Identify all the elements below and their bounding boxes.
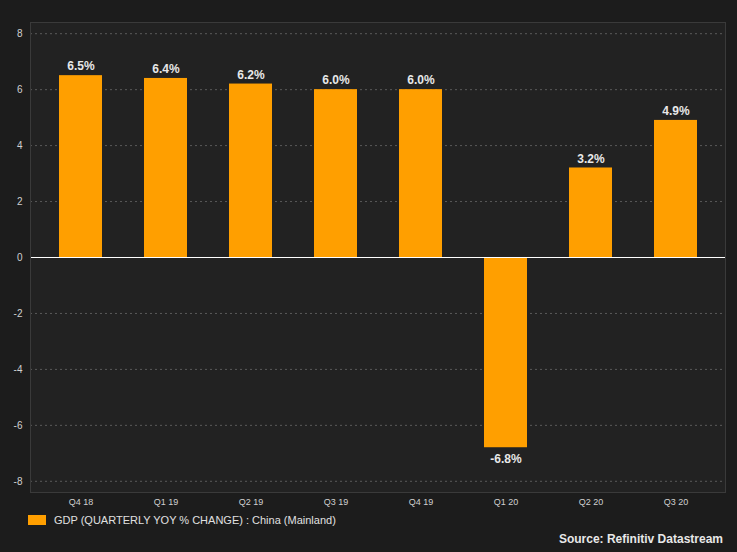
svg-text:6.5%: 6.5%: [67, 59, 95, 73]
svg-text:Q1 20: Q1 20: [494, 497, 519, 507]
html-text:GDP (QUARTERLY YOY % CHANGE) :: GDP (QUARTERLY YOY % CHANGE) : China (Ma…: [54, 514, 336, 526]
svg-text:Q4 18: Q4 18: [69, 497, 94, 507]
svg-text:6: 6: [17, 84, 23, 95]
svg-text:Q2 19: Q2 19: [239, 497, 264, 507]
html-text:Source: Refinitiv Datastream: Source: Refinitiv Datastream: [558, 532, 723, 546]
svg-text:Q3 20: Q3 20: [664, 497, 689, 507]
svg-text:8: 8: [17, 28, 23, 39]
svg-text:6.0%: 6.0%: [322, 73, 350, 87]
svg-text:Q3 19: Q3 19: [324, 497, 349, 507]
svg-text:6.0%: 6.0%: [407, 73, 435, 87]
svg-text:-6.8%: -6.8%: [490, 452, 522, 466]
svg-text:Q1 19: Q1 19: [154, 497, 179, 507]
svg-text:3.2%: 3.2%: [577, 152, 605, 166]
svg-text:-4: -4: [14, 364, 23, 375]
svg-text:-2: -2: [14, 308, 23, 319]
svg-text:4: 4: [17, 140, 23, 151]
svg-text:6.2%: 6.2%: [237, 68, 265, 82]
svg-text:-8: -8: [14, 476, 23, 487]
svg-text:6.4%: 6.4%: [152, 62, 180, 76]
svg-text:-6: -6: [14, 420, 23, 431]
svg-text:Q4 19: Q4 19: [409, 497, 434, 507]
svg-text:0: 0: [17, 252, 23, 263]
svg-text:Q2 20: Q2 20: [579, 497, 604, 507]
svg-text:2: 2: [17, 196, 23, 207]
svg-text:4.9%: 4.9%: [662, 104, 690, 118]
